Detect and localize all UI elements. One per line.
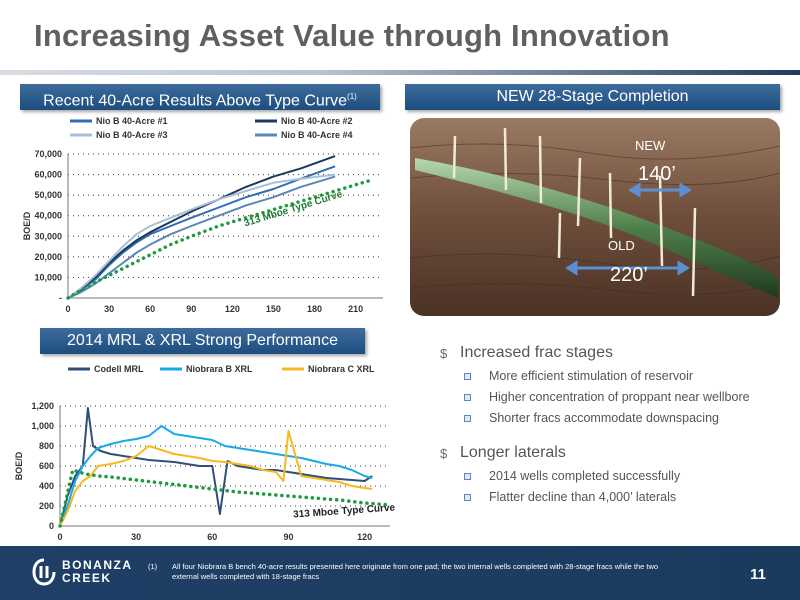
bullet-longer-laterals: $ Longer laterals (440, 444, 800, 462)
bonanza-creek-logo: BONANZA CREEK (32, 558, 133, 586)
logo-line1: BONANZA (62, 558, 133, 572)
slide-title: Increasing Asset Value through Innovatio… (34, 18, 670, 53)
square-bullet-icon (464, 372, 471, 380)
chart1-y-tick-label: 50,000 (34, 190, 62, 200)
chart1-x-tick-label: 150 (266, 304, 281, 314)
chart2-y-tick-label: 400 (39, 481, 54, 491)
sub-bullet: Shorter fracs accommodate downspacing (464, 411, 800, 425)
chart1-type-curve-line (66, 178, 372, 300)
sub-bullet: 2014 wells completed successfully (464, 469, 800, 483)
chart1-legend-label: Nio B 40-Acre #3 (96, 130, 168, 140)
chart1-x-tick-label: 120 (225, 304, 240, 314)
chart2-legend-label: Niobrara B XRL (186, 364, 253, 374)
chart1-header-footnote: (1) (347, 92, 357, 101)
chart1-x-tick-label: 180 (307, 304, 322, 314)
chart1-legend-label: Nio B 40-Acre #2 (281, 116, 353, 126)
square-bullet-icon (464, 393, 471, 401)
chart2-type-curve-annotation: 313 Mboe Type Curve (293, 502, 396, 520)
chart1-y-tick-label: 60,000 (34, 170, 62, 180)
bullet-list: $ Increased frac stages More efficient st… (440, 344, 800, 511)
sub-bullet-text: More efficient stimulation of reservoir (489, 369, 694, 383)
footnote-number: (1) (148, 562, 158, 571)
footnote-text: All four Niobrara B bench 40-acre result… (172, 562, 659, 581)
chart1-y-tick-label: 20,000 (34, 252, 62, 262)
page-number: 11 (750, 566, 766, 583)
chart2-x-tick-label: 60 (207, 532, 217, 542)
old-label: OLD (608, 238, 635, 253)
chart2-legend-label: Codell MRL (94, 364, 144, 374)
bullet-text: Increased frac stages (460, 344, 613, 361)
chart1-40acre-results: - 10,000 20,000 30,000 40,000 50,000 60,000 70,… (22, 116, 383, 314)
chart1-x-tick-label: 30 (104, 304, 114, 314)
footer-bar: BONANZA CREEK (1) All four Niobrara B be… (0, 546, 800, 600)
completion-illustration: NEW 140’ OLD 220’ (410, 118, 780, 316)
new-distance: 140’ (638, 163, 676, 185)
chart1-x-tick-label: 210 (348, 304, 363, 314)
chart2-y-tick-label: 200 (39, 501, 54, 511)
chart2-y-tick-label: 0 (49, 521, 54, 531)
chart2-series-line (59, 430, 373, 527)
chart1-y-tick-label: 30,000 (34, 231, 62, 241)
chart1-series-line (67, 155, 336, 299)
logo-mark-icon (32, 558, 56, 586)
title-underline-bar (0, 70, 800, 75)
bullet-marker-icon: $ (440, 345, 448, 361)
chart1-x-tick-label: 0 (65, 304, 70, 314)
sub-bullet-text: 2014 wells completed successfully (489, 469, 681, 483)
chart2-series-line (59, 407, 373, 527)
chart1-y-tick-label: 10,000 (34, 272, 62, 282)
frac-spacing-arrows (565, 182, 692, 276)
chart1-legend-label: Nio B 40-Acre #4 (281, 130, 353, 140)
sub-bullet: Higher concentration of proppant near we… (464, 390, 800, 404)
bullet-frac-stages: $ Increased frac stages (440, 344, 800, 362)
sub-bullet: Flatter decline than 4,000’ laterals (464, 490, 800, 504)
chart2-mrl-xrl-performance: 0 200 400 600 800 1,000 1,200 0 30 60 90 120 BOE/D Co… (14, 364, 396, 542)
chart1-series-line (67, 165, 336, 299)
chart2-series-line (59, 425, 373, 527)
chart1-y-axis-label: BOE/D (22, 211, 32, 240)
chart2-x-tick-label: 30 (131, 532, 141, 542)
square-bullet-icon (464, 472, 471, 480)
chart1-series-line (67, 175, 336, 299)
bullet-marker-icon: $ (440, 445, 448, 461)
bullet-text: Longer laterals (460, 444, 566, 461)
new-label: NEW (635, 138, 666, 153)
chart2-y-tick-label: 1,200 (31, 401, 54, 411)
chart1-y-tick-label: 70,000 (34, 149, 62, 159)
logo-line2: CREEK (62, 571, 112, 585)
chart1-y-tick-label: 40,000 (34, 211, 62, 221)
chart2-y-axis-label: BOE/D (14, 451, 24, 480)
frac-lines (452, 127, 697, 297)
chart1-header: Recent 40-Acre Results Above Type Curve(… (20, 84, 380, 110)
square-bullet-icon (464, 493, 471, 501)
sub-bullet: More efficient stimulation of reservoir (464, 369, 800, 383)
sub-bullet-text: Higher concentration of proppant near we… (489, 390, 750, 404)
chart1-x-tick-label: 60 (145, 304, 155, 314)
chart2-y-tick-label: 600 (39, 461, 54, 471)
sub-bullet-text: Shorter fracs accommodate downspacing (489, 411, 719, 425)
chart2-x-tick-label: 120 (357, 532, 372, 542)
chart2-header: 2014 MRL & XRL Strong Performance (40, 328, 365, 354)
chart1-legend-label: Nio B 40-Acre #1 (96, 116, 168, 126)
chart1-x-tick-label: 90 (186, 304, 196, 314)
old-distance: 220’ (610, 264, 648, 286)
photo-header: NEW 28-Stage Completion (405, 84, 780, 110)
square-bullet-icon (464, 414, 471, 422)
chart2-y-tick-label: 1,000 (31, 421, 54, 431)
wellbore-pipe (415, 158, 778, 298)
logo-text: BONANZA CREEK (62, 559, 133, 585)
sub-bullet-text: Flatter decline than 4,000’ laterals (489, 490, 677, 504)
chart2-y-tick-label: 800 (39, 441, 54, 451)
chart2-x-tick-label: 0 (57, 532, 62, 542)
chart1-series-line (67, 173, 336, 299)
chart1-y-tick-label: - (59, 293, 62, 303)
chart2-x-tick-label: 90 (283, 532, 293, 542)
chart1-header-text: Recent 40-Acre Results Above Type Curve (43, 92, 348, 110)
chart2-legend-label: Niobrara C XRL (308, 364, 375, 374)
